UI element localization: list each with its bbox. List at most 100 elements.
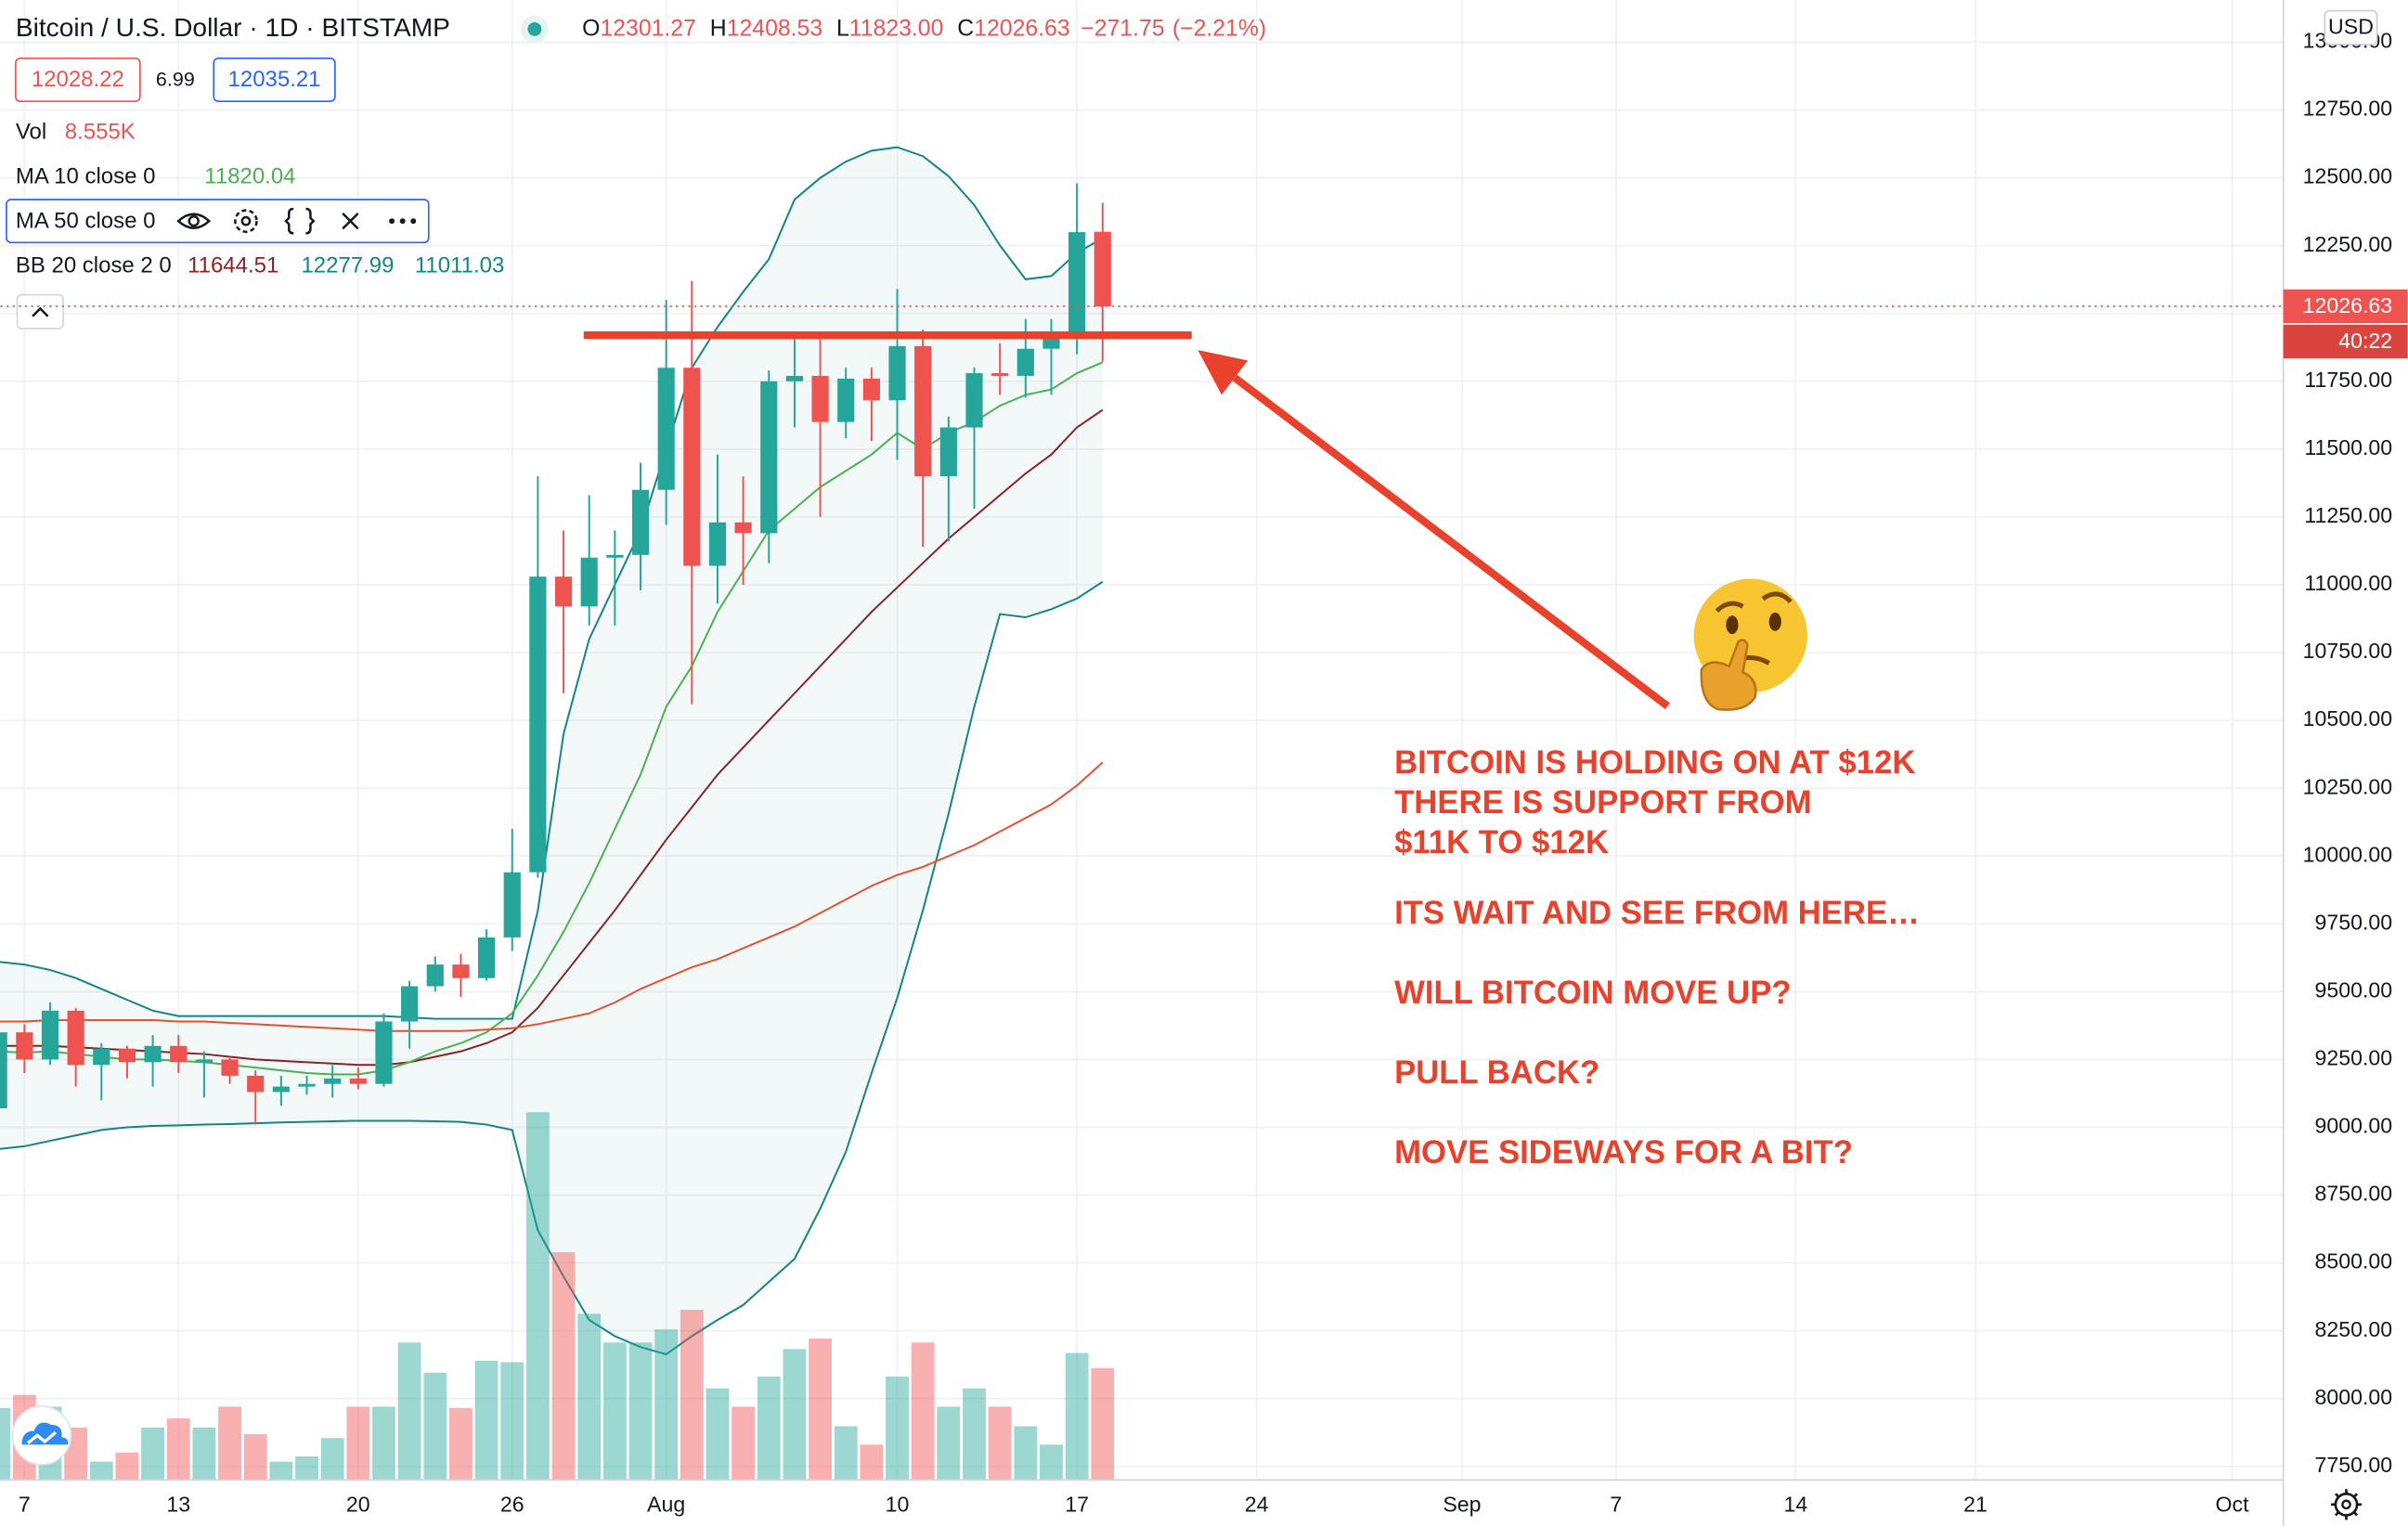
annotation-text: MOVE SIDEWAYS FOR A BIT?: [1394, 1135, 1853, 1170]
more-icon[interactable]: [389, 218, 417, 225]
chart-title: Bitcoin / U.S. Dollar · 1D · BITSTAMP: [16, 13, 450, 42]
ma10-legend-value: 11820.04: [204, 163, 295, 188]
y-tick-label: 10250.00: [2303, 774, 2393, 798]
candle-body: [41, 1010, 59, 1060]
volume-bar: [628, 1342, 653, 1481]
candle-body: [0, 1032, 7, 1109]
dot: [410, 218, 417, 225]
volume-bar: [141, 1427, 164, 1481]
x-tick-label: Sep: [1443, 1493, 1481, 1517]
candle-body: [965, 373, 983, 428]
collapse-button[interactable]: [16, 293, 64, 330]
volume: [0, 1112, 1115, 1481]
bb-legend-name: BB 20 close 2 0: [16, 252, 172, 278]
bollinger-bands: [0, 146, 1104, 1356]
remove-icon[interactable]: [342, 213, 359, 230]
ask-box[interactable]: [213, 58, 336, 102]
ohlc-header: O12301.27 H12408.53 L11823.00 C12026.63 −271…: [582, 16, 1266, 41]
y-tick-label: 8000.00: [2314, 1385, 2392, 1409]
eye: [1726, 615, 1739, 635]
volume-bar: [680, 1310, 704, 1481]
volume-bar: [937, 1406, 961, 1481]
candle-body: [683, 368, 701, 566]
y-tick-label: 9000.00: [2314, 1114, 2392, 1138]
candle-body: [529, 576, 547, 873]
y-tick-label: 11000.00: [2304, 571, 2392, 595]
volume-bar: [1040, 1444, 1063, 1481]
volume-bar: [525, 1112, 550, 1481]
candle-body: [16, 1032, 33, 1060]
currency-box[interactable]: [2324, 9, 2378, 45]
source-icon[interactable]: [284, 207, 316, 235]
candle-body: [221, 1059, 239, 1076]
y-tick-label: 10000.00: [2303, 842, 2393, 866]
volume-bar: [192, 1427, 216, 1481]
y-tick-label: 9250.00: [2314, 1046, 2392, 1070]
volume-bar: [911, 1342, 935, 1481]
y-tick-label: 12250.00: [2303, 232, 2393, 256]
volume-bar: [89, 1461, 113, 1481]
annotation-text: PULL BACK?: [1394, 1055, 1599, 1091]
bb-fill: [0, 147, 1103, 1355]
settings-icon[interactable]: [234, 209, 258, 233]
volume-bar: [500, 1362, 524, 1481]
bid-box[interactable]: [15, 58, 141, 102]
eye-icon[interactable]: [176, 213, 212, 229]
candle-body: [426, 964, 444, 987]
candle-body: [708, 522, 727, 566]
change: −271.75: [1081, 16, 1164, 41]
candle-body: [324, 1078, 342, 1084]
y-tick-label: 9500.00: [2314, 977, 2392, 1002]
volume-bar: [449, 1407, 473, 1481]
volume-bar: [166, 1418, 190, 1481]
volume-bar: [988, 1406, 1012, 1481]
x-tick-label: 21: [1963, 1493, 1987, 1517]
volume-bar: [860, 1444, 884, 1481]
settings-gear[interactable]: [2330, 1489, 2363, 1520]
volume-bar: [320, 1438, 344, 1481]
volume-bar: [474, 1361, 498, 1481]
candle-body: [837, 378, 855, 422]
x-tick-label: 26: [500, 1493, 524, 1517]
candle-body: [991, 373, 1009, 376]
brow: [1715, 601, 1744, 614]
x-tick-label: 17: [1065, 1493, 1089, 1517]
candle-body: [1016, 348, 1034, 376]
candle-body: [606, 554, 624, 558]
candle-body: [401, 986, 419, 1022]
volume-bar: [269, 1461, 293, 1481]
x-tick-label: 20: [346, 1493, 370, 1517]
candle-body: [1042, 338, 1060, 349]
volume-legend-name: Vol: [16, 119, 46, 144]
ohlc-prefix: H: [710, 16, 727, 41]
candle-body: [657, 368, 675, 490]
volume-bar: [706, 1388, 730, 1481]
candle-body: [67, 1010, 84, 1066]
y-tick-label: 11750.00: [2304, 368, 2392, 392]
candle-body: [93, 1048, 110, 1066]
candle-body: [477, 937, 496, 978]
y-tick-label: 9750.00: [2314, 910, 2392, 934]
currency-label: USD: [2328, 15, 2374, 39]
x-tick-label: 14: [1784, 1493, 1808, 1517]
ma10-legend-name: MA 10 close 0: [16, 163, 156, 188]
annotations: BITCOIN IS HOLDING ON AT $12K THERE IS SU…: [583, 330, 1920, 1170]
volume-bar: [1014, 1426, 1038, 1481]
volume-bar: [551, 1252, 576, 1481]
candle-body: [503, 872, 521, 938]
chevron: [32, 306, 49, 317]
ma50-legend-box[interactable]: [6, 199, 430, 244]
hand: [1700, 639, 1757, 711]
thinking-face: [1693, 578, 1807, 711]
gear-teeth: [2330, 1489, 2363, 1520]
annotation-text: $11K TO $12K: [1394, 825, 1609, 860]
settings-center: [240, 215, 252, 226]
bb-lower: [0, 580, 1104, 1356]
countdown-box: [2283, 324, 2408, 359]
y-tick-label: 12750.00: [2303, 97, 2393, 121]
candle-body: [349, 1078, 367, 1084]
annotation-text: WILL BITCOIN MOVE UP?: [1394, 976, 1792, 1011]
y-tick-label: 10500.00: [2303, 706, 2393, 731]
x-tick-label: Oct: [2216, 1493, 2250, 1517]
candle-body: [914, 345, 932, 477]
